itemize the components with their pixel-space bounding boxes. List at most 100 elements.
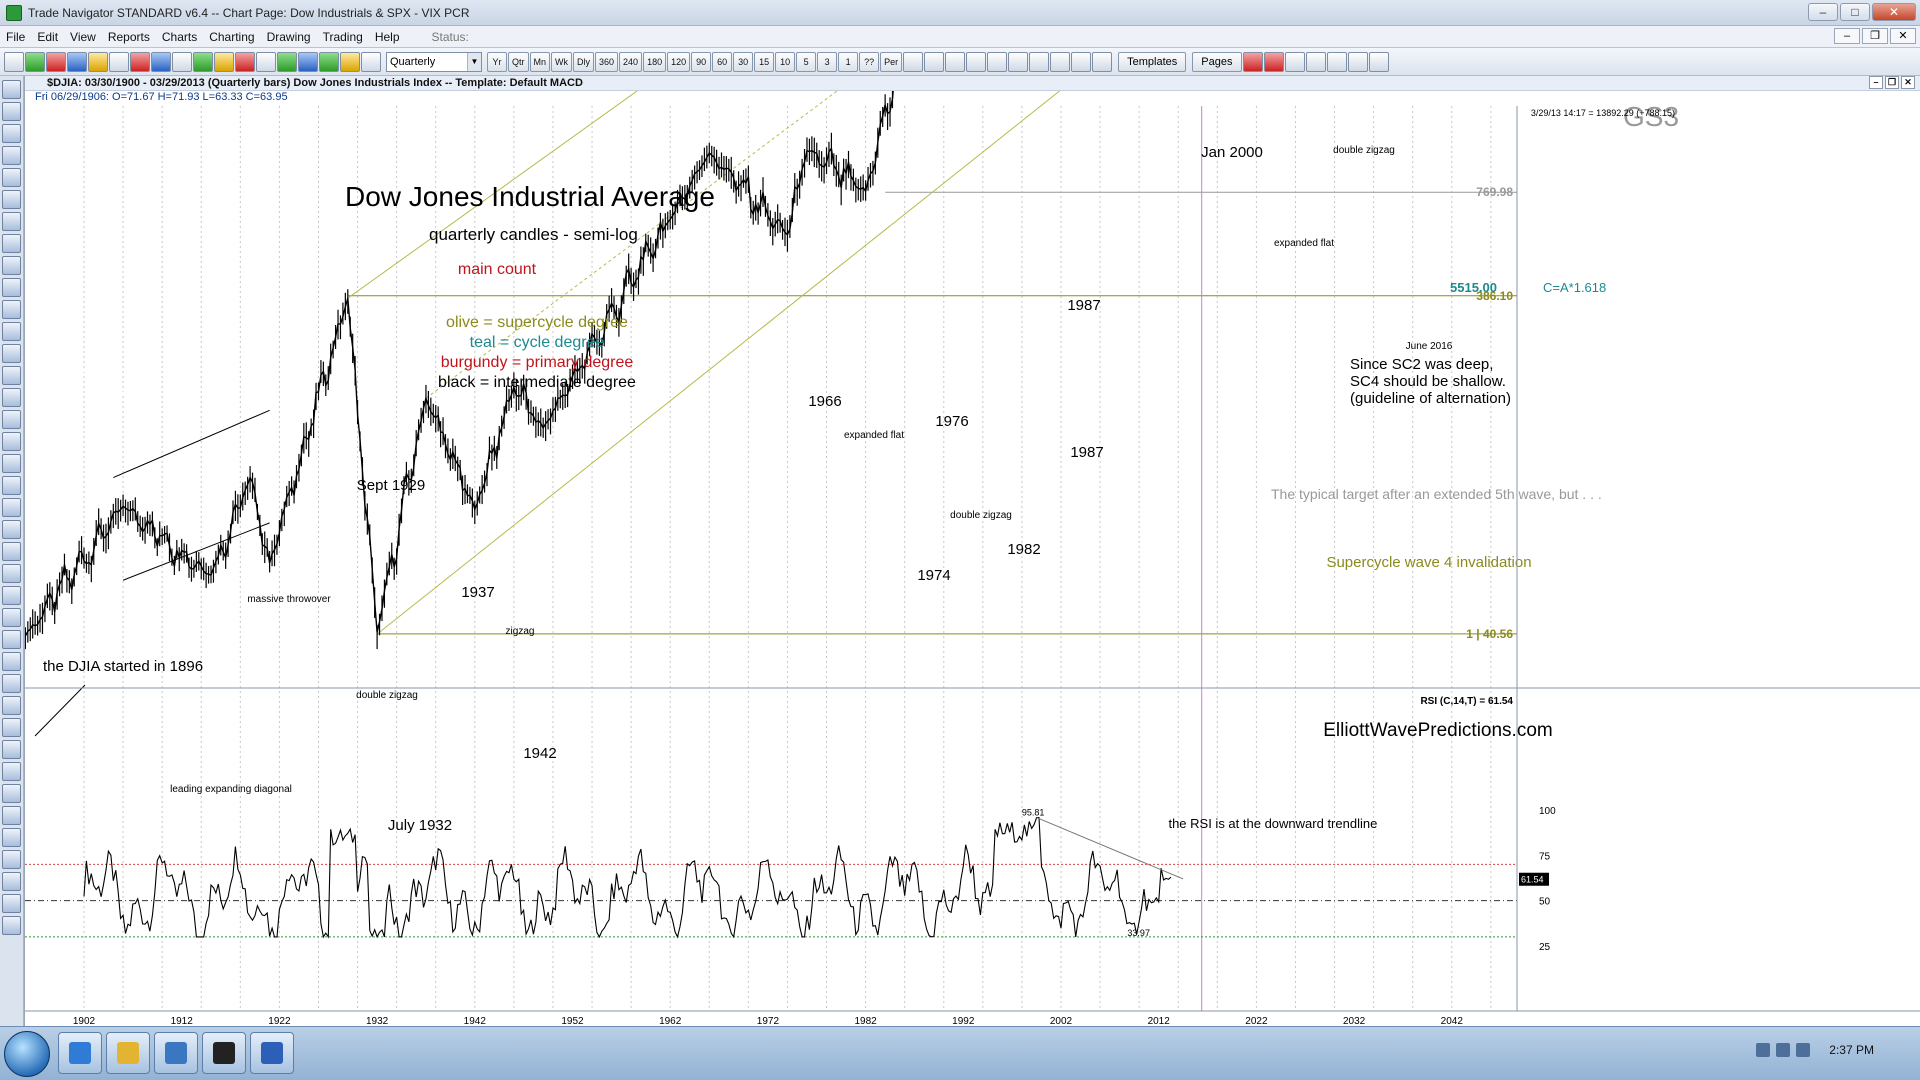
zoom-tool-icon[interactable] bbox=[2, 102, 21, 121]
brush-tool-icon[interactable] bbox=[2, 762, 21, 781]
elliott-tool-icon[interactable] bbox=[2, 674, 21, 693]
period-360-button[interactable]: 360 bbox=[595, 51, 619, 72]
arc-tool-icon[interactable] bbox=[2, 322, 21, 341]
chart-canvas[interactable]: 1.382 | 13767.370 | 11750.280.382 | 7277… bbox=[25, 76, 1920, 1026]
pitchfork-tool-icon[interactable] bbox=[2, 652, 21, 671]
marker-tool-icon[interactable] bbox=[2, 784, 21, 803]
upper-channel-line[interactable] bbox=[347, 76, 1237, 299]
bar-chart-icon[interactable] bbox=[924, 51, 945, 72]
draw-icon[interactable] bbox=[88, 51, 108, 72]
taskbar-app-button[interactable] bbox=[154, 1032, 198, 1074]
triangle-tool-icon[interactable] bbox=[2, 718, 21, 737]
period-15-button[interactable]: 15 bbox=[754, 51, 775, 72]
taskbar-ie-button[interactable] bbox=[58, 1032, 102, 1074]
period-1-button[interactable]: 1 bbox=[838, 51, 859, 72]
candle-icon[interactable] bbox=[945, 51, 966, 72]
crosshair-icon[interactable] bbox=[987, 51, 1008, 72]
ray-tool-icon[interactable] bbox=[2, 432, 21, 451]
lower-channel-line[interactable] bbox=[376, 76, 1334, 635]
regression-tool-icon[interactable] bbox=[2, 454, 21, 473]
new-chart-icon[interactable] bbox=[4, 51, 24, 72]
magnet-tool-icon[interactable] bbox=[2, 608, 21, 627]
menu-edit[interactable]: Edit bbox=[37, 29, 59, 44]
diagonal-upper-line[interactable] bbox=[113, 409, 270, 478]
taskbar-tradenavigator-button[interactable] bbox=[202, 1032, 246, 1074]
link-icon[interactable] bbox=[1284, 51, 1305, 72]
hidden-line[interactable] bbox=[64, 360, 270, 472]
period-5-button[interactable]: 5 bbox=[796, 51, 817, 72]
channel-icon[interactable] bbox=[1071, 51, 1092, 72]
fan-tool-icon[interactable] bbox=[2, 498, 21, 517]
mdi-minimize-button[interactable]: – bbox=[1834, 28, 1860, 44]
layout-icon[interactable] bbox=[1326, 51, 1347, 72]
window-icon[interactable] bbox=[1347, 51, 1368, 72]
period-90-button[interactable]: 90 bbox=[691, 51, 712, 72]
page-tool-icon[interactable] bbox=[1242, 51, 1263, 72]
period-3-button[interactable]: 3 bbox=[817, 51, 838, 72]
channel-tool-icon[interactable] bbox=[2, 256, 21, 275]
period-10-button[interactable]: 10 bbox=[775, 51, 796, 72]
order-icon[interactable] bbox=[235, 51, 255, 72]
zoom-icon[interactable] bbox=[966, 51, 987, 72]
fib-tool-icon[interactable] bbox=[2, 278, 21, 297]
volume-icon[interactable] bbox=[1776, 1043, 1790, 1057]
period-custom-button[interactable]: ?? bbox=[859, 51, 880, 72]
lock-tool-icon[interactable] bbox=[2, 586, 21, 605]
pointer-icon[interactable] bbox=[1305, 51, 1326, 72]
minimize-button[interactable]: – bbox=[1808, 3, 1838, 21]
menu-trading[interactable]: Trading bbox=[322, 29, 363, 44]
study-icon[interactable] bbox=[130, 51, 150, 72]
network-icon[interactable] bbox=[1756, 1043, 1770, 1057]
chart-minimize-button[interactable]: – bbox=[1869, 76, 1883, 89]
menu-view[interactable]: View bbox=[70, 29, 96, 44]
line-tool-icon[interactable] bbox=[903, 51, 924, 72]
strategy-icon[interactable] bbox=[319, 51, 339, 72]
arrow-draw-tool-icon[interactable] bbox=[2, 388, 21, 407]
polyline-tool-icon[interactable] bbox=[2, 740, 21, 759]
note-tool-icon[interactable] bbox=[2, 806, 21, 825]
undo-tool-icon[interactable] bbox=[2, 872, 21, 891]
pages-button[interactable]: Pages bbox=[1192, 51, 1242, 72]
period-180-button[interactable]: 180 bbox=[643, 51, 667, 72]
period-30-button[interactable]: 30 bbox=[733, 51, 754, 72]
trendline-tool-icon[interactable] bbox=[2, 190, 21, 209]
settings-icon[interactable] bbox=[361, 51, 381, 72]
erase-tool-icon[interactable] bbox=[2, 564, 21, 583]
scan-icon[interactable] bbox=[277, 51, 297, 72]
period-per-button[interactable]: Per bbox=[880, 51, 903, 72]
library-icon[interactable] bbox=[298, 51, 318, 72]
menu-charting[interactable]: Charting bbox=[209, 29, 255, 44]
tile-icon[interactable] bbox=[1368, 51, 1389, 72]
ray-icon[interactable] bbox=[1050, 51, 1071, 72]
cycle-tool-icon[interactable] bbox=[2, 476, 21, 495]
menu-reports[interactable]: Reports bbox=[107, 29, 150, 44]
menu-drawing[interactable]: Drawing bbox=[266, 29, 311, 44]
gann-tool-icon[interactable] bbox=[2, 300, 21, 319]
vline-tool-icon[interactable] bbox=[2, 234, 21, 253]
fib-icon[interactable] bbox=[1008, 51, 1029, 72]
alert-icon[interactable] bbox=[214, 51, 234, 72]
chart-restore-button[interactable]: ❐ bbox=[1885, 76, 1899, 89]
period-mn-button[interactable]: Mn bbox=[529, 51, 551, 72]
taskbar-explorer-button[interactable] bbox=[106, 1032, 150, 1074]
template-icon[interactable] bbox=[151, 51, 171, 72]
period-wk-button[interactable]: Wk bbox=[551, 51, 573, 72]
open-chart-icon[interactable] bbox=[25, 51, 45, 72]
alert-tool-icon[interactable] bbox=[2, 828, 21, 847]
menu-file[interactable]: File bbox=[6, 29, 26, 44]
templates-button[interactable]: Templates bbox=[1118, 51, 1187, 72]
menu-charts[interactable]: Charts bbox=[161, 29, 198, 44]
color-tool-icon[interactable] bbox=[2, 542, 21, 561]
ellipse-tool-icon[interactable] bbox=[2, 344, 21, 363]
label-tool-icon[interactable] bbox=[2, 520, 21, 539]
print-icon[interactable] bbox=[109, 51, 129, 72]
period-dly-button[interactable]: Dly bbox=[573, 51, 595, 72]
rsi-trendline[interactable] bbox=[1036, 817, 1184, 880]
start-button[interactable] bbox=[4, 1031, 50, 1077]
taskbar-word-button[interactable] bbox=[250, 1032, 294, 1074]
chart-tool-icon[interactable] bbox=[46, 51, 66, 72]
highlight-icon[interactable] bbox=[340, 51, 360, 72]
median-channel-line[interactable] bbox=[425, 76, 1383, 399]
symbol-icon[interactable] bbox=[67, 51, 87, 72]
measure-tool-icon[interactable] bbox=[2, 630, 21, 649]
